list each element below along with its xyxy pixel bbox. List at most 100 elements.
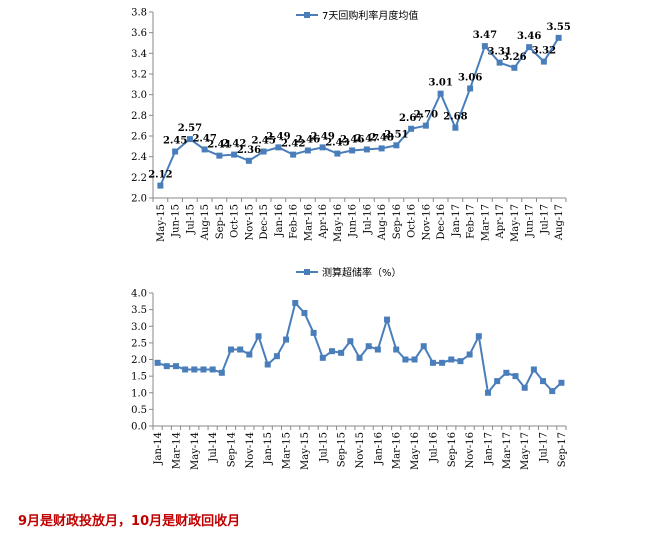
data-point: [549, 388, 556, 395]
x-tick-label: Sep-14: [227, 432, 238, 467]
data-point: [494, 378, 501, 385]
series-line: [157, 300, 563, 396]
data-point: [182, 366, 189, 373]
x-tick-label: Oct-15: [230, 204, 241, 238]
data-point: [255, 333, 262, 340]
x-tick-label: Mar-14: [171, 432, 182, 469]
data-point: [422, 122, 429, 129]
data-point: [365, 343, 372, 350]
x-tick-label: Mar-16: [392, 432, 403, 469]
x-tick-label: Apr-17: [495, 204, 506, 240]
data-point: [356, 354, 363, 361]
data-label: 3.26: [502, 52, 526, 63]
data-point: [349, 147, 356, 154]
x-tick-label: May-16: [410, 432, 421, 470]
data-point: [540, 58, 547, 65]
data-point: [496, 59, 503, 66]
data-point: [319, 144, 326, 151]
y-tick-label: 3.6: [131, 28, 147, 39]
y-tick-label: 2.6: [131, 132, 147, 143]
data-label: 2.47: [355, 133, 379, 144]
x-tick-label: Jul-15: [318, 432, 329, 463]
data-point: [439, 359, 446, 366]
x-tick-label: Jan-17: [451, 204, 462, 238]
x-tick-label: Apr-16: [318, 204, 329, 240]
data-point: [301, 309, 308, 316]
data-label: 2.70: [414, 110, 438, 121]
data-point: [484, 389, 491, 396]
y-tick-label: 3.8: [131, 8, 147, 19]
data-point: [374, 346, 381, 353]
x-tick-label: Jul-17: [539, 432, 550, 463]
data-label: 2.46: [340, 134, 364, 145]
x-tick-label: Jun-15: [171, 204, 182, 238]
data-label: 2.49: [310, 131, 334, 142]
x-tick-label: Jul-17: [539, 204, 550, 235]
data-label: 3.01: [428, 78, 452, 89]
data-point: [172, 363, 179, 370]
x-tick-label: Sep-16: [447, 432, 458, 467]
data-label: 2.45: [251, 136, 275, 147]
x-tick-label: Sep-15: [215, 204, 226, 239]
data-label: 3.31: [487, 47, 511, 58]
legend-label: 测算超储率（%）: [322, 266, 402, 279]
y-tick-label: 3.5: [131, 305, 147, 316]
data-point: [228, 346, 235, 353]
data-label: 2.41: [207, 140, 231, 151]
legend-label: 7天回购利率月度均值: [322, 9, 418, 22]
data-point: [154, 359, 161, 366]
x-tick-label: Sep-17: [557, 432, 568, 467]
x-tick-label: Feb-17: [466, 204, 477, 239]
y-tick-label: 3.4: [131, 49, 147, 60]
x-tick-label: Sep-15: [337, 432, 348, 467]
data-point: [319, 354, 326, 361]
data-label: 2.48: [369, 132, 393, 143]
x-tick-label: Jan-15: [263, 432, 274, 466]
x-tick-label: Jan-14: [153, 432, 164, 466]
x-tick-label: May-17: [510, 204, 521, 242]
data-point: [512, 373, 519, 380]
x-tick-label: Mar-17: [480, 204, 491, 241]
x-tick-label: Feb-16: [289, 204, 300, 239]
data-point: [530, 366, 537, 373]
data-point: [540, 378, 547, 385]
y-tick-label: 3.0: [131, 90, 147, 101]
data-point: [402, 356, 409, 363]
y-tick-label: 3.0: [131, 322, 147, 333]
x-tick-label: Aug-16: [377, 204, 388, 241]
data-point: [448, 356, 455, 363]
data-point: [264, 361, 271, 368]
data-point: [466, 351, 473, 358]
x-tick-label: Oct-16: [407, 204, 418, 238]
data-point: [393, 346, 400, 353]
data-point: [411, 356, 418, 363]
legend-marker: [304, 269, 310, 275]
x-tick-label: Nov-15: [244, 204, 255, 241]
y-tick-label: 2.0: [131, 194, 147, 205]
data-point: [218, 369, 225, 376]
data-point: [275, 144, 282, 151]
data-label: 2.57: [178, 123, 202, 134]
data-point: [246, 351, 253, 358]
data-point: [378, 145, 385, 152]
data-label: 2.43: [325, 138, 349, 149]
data-point: [338, 349, 345, 356]
data-point: [384, 316, 391, 323]
x-tick-label: May-14: [190, 432, 201, 470]
data-point: [245, 157, 252, 164]
data-label: 2.42: [222, 139, 246, 150]
x-tick-label: Mar-15: [282, 432, 293, 469]
data-label: 2.45: [163, 136, 187, 147]
data-point: [467, 85, 474, 92]
data-point: [292, 299, 299, 306]
data-label: 3.06: [458, 72, 482, 83]
data-point: [555, 34, 562, 41]
data-point: [237, 346, 244, 353]
x-tick-label: Dec-16: [436, 204, 447, 240]
x-tick-label: May-15: [300, 432, 311, 470]
x-tick-label: Jul-15: [185, 204, 196, 235]
data-point: [429, 359, 436, 366]
data-label: 3.46: [517, 31, 541, 42]
data-label: 3.32: [532, 46, 556, 57]
data-label: 2.49: [266, 131, 290, 142]
